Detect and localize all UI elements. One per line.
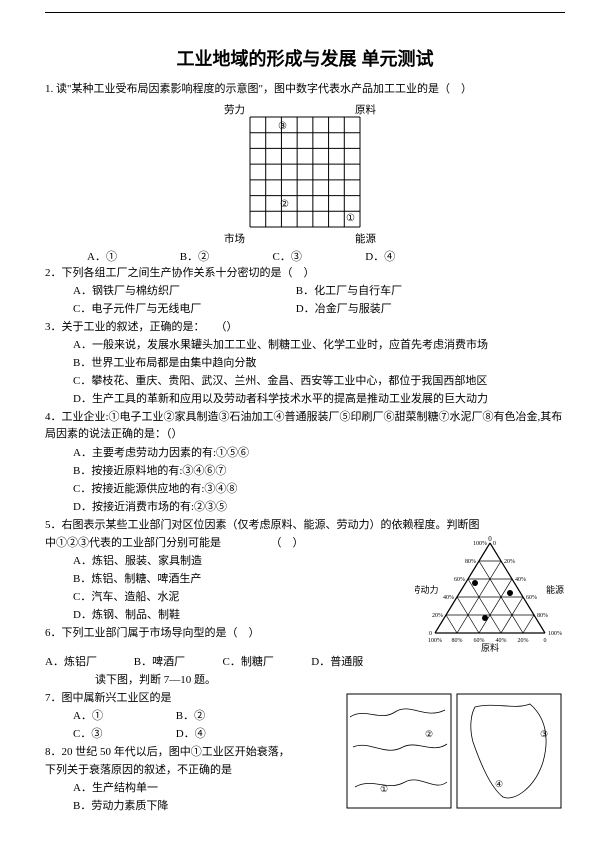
svg-text:60%: 60% [526, 595, 537, 601]
q4-stem: 4．工业企业:①电子工业②家具制造③石油加工④普通服装厂⑤印刷厂⑥甜菜制糖⑦水泥… [45, 409, 565, 443]
triangle-svg: 00020%20%20%40%40%40%60%60%60%80%80%80%1… [415, 533, 565, 653]
q6-options: A．炼铝厂 B．啤酒厂 C．制糖厂 D．普通服 [45, 654, 565, 671]
q5-stem1: 5．右图表示某些工业部门对区位因素（仅考虑原料、能源、劳动力）的依赖程度。判断图 [45, 517, 565, 534]
grid-mark-3: ③ [278, 121, 287, 132]
q2-opt-c: C．电子元件厂与无线电厂 [73, 301, 293, 318]
q3-opt-c: C．攀枝花、重庆、贵阳、武汉、兰州、金昌、西安等工业中心，都位于我国西部地区 [45, 373, 565, 390]
svg-text:100%: 100% [548, 631, 562, 637]
q1-opt-b: B．② [180, 248, 270, 264]
q7-opt-b: B．② [176, 710, 205, 722]
map-figure: ① ② ③ ④ [345, 692, 565, 810]
grid-mark-2: ② [280, 199, 289, 210]
q4-opt-a: A．主要考虑劳动力因素的有:①⑤⑥ [45, 445, 565, 462]
grid-svg: ③ ② ① [246, 113, 364, 231]
svg-text:②: ② [425, 729, 433, 739]
svg-text:0: 0 [429, 631, 432, 637]
q7-opt-d: D．④ [176, 728, 206, 740]
q3-opt-d: D．生产工具的革新和应用以及劳动者科学技术水平的提高是推动工业发展的巨大动力 [45, 391, 565, 408]
q2-opt-a: A．钢铁厂与棉纺织厂 [73, 283, 293, 300]
svg-text:0: 0 [493, 541, 496, 547]
svg-text:④: ④ [495, 779, 503, 789]
q2-stem: 2．下列各组工厂之间生产协作关系十分密切的是（ ） [45, 265, 565, 282]
svg-text:③: ③ [540, 729, 548, 739]
header-rule [45, 12, 565, 13]
grid-label-br: 能源 [355, 231, 376, 246]
q2-row1: A．钢铁厂与棉纺织厂 B．化工厂与自行车厂 [45, 283, 565, 300]
q6-sub: 读下图，判断 7—10 题。 [45, 672, 565, 689]
q1-stem: 1. 读"某种工业受布局因素影响程度的示意图"，图中数字代表水产品加工工业的是（… [45, 81, 565, 98]
svg-text:0: 0 [544, 638, 547, 644]
q4-opt-b: B．按接近原料地的有:③④⑥⑦ [45, 463, 565, 480]
q5-triangle-figure: 00020%20%20%40%40%40%60%60%60%80%80%80%1… [415, 533, 565, 653]
q3-opt-a: A．一般来说，发展水果罐头加工工业、制糖工业、化学工业时，应首先考虑消费市场 [45, 337, 565, 354]
q1-opt-a: A．① [87, 248, 177, 264]
q7-opt-c: C．③ [73, 726, 173, 743]
svg-text:80%: 80% [537, 613, 548, 619]
q4-opt-d: D．按接近消费市场的有:②③⑤ [45, 499, 565, 516]
svg-text:①: ① [380, 784, 388, 794]
q6-opt-d: D．普通服 [311, 656, 363, 668]
q1-options: A．① B．② C．③ D．④ [45, 248, 565, 264]
grid-label-bl: 市场 [224, 231, 245, 246]
q2-row2: C．电子元件厂与无线电厂 D．冶金厂与服装厂 [45, 301, 565, 318]
svg-text:能源: 能源 [546, 584, 564, 595]
q6-opt-b: B．啤酒厂 [134, 654, 220, 671]
q6-opt-c: C．制糖厂 [223, 654, 309, 671]
q1-opt-c: C．③ [273, 248, 363, 264]
q7-opt-a: A．① [73, 708, 173, 725]
svg-text:100%: 100% [473, 541, 487, 547]
q2-opt-b: B．化工厂与自行车厂 [296, 285, 402, 297]
svg-text:80%: 80% [465, 559, 476, 565]
svg-text:劳动力: 劳动力 [415, 584, 439, 595]
q3-stem: 3．关于工业的叙述，正确的是： （） [45, 319, 565, 336]
svg-text:40%: 40% [515, 577, 526, 583]
grid-label-tl: 劳力 [224, 102, 245, 117]
svg-text:100%: 100% [428, 638, 442, 644]
svg-text:0: 0 [488, 535, 492, 543]
q3-opt-b: B．世界工业布局都是由集中趋向分散 [45, 355, 565, 372]
q2-opt-d: D．冶金厂与服装厂 [296, 303, 392, 315]
svg-text:20%: 20% [518, 638, 529, 644]
svg-text:40%: 40% [443, 595, 454, 601]
q1-opt-d: D．④ [365, 248, 455, 264]
svg-text:80%: 80% [452, 638, 463, 644]
map-svg: ① ② ③ ④ [345, 692, 565, 810]
grid-mark-1: ① [346, 213, 355, 224]
q6-opt-a: A．炼铝厂 [45, 654, 131, 671]
svg-text:60%: 60% [454, 577, 465, 583]
q4-opt-c: C．按接近能源供应地的有:③④⑧ [45, 481, 565, 498]
svg-text:20%: 20% [432, 613, 443, 619]
q1-grid-figure: 劳力 原料 ③ ② ① 市场 能源 [45, 102, 565, 242]
page-title: 工业地域的形成与发展 单元测试 [45, 45, 565, 71]
svg-text:原料: 原料 [481, 642, 499, 653]
svg-text:20%: 20% [504, 559, 515, 565]
grid-label-tr: 原料 [355, 102, 376, 117]
